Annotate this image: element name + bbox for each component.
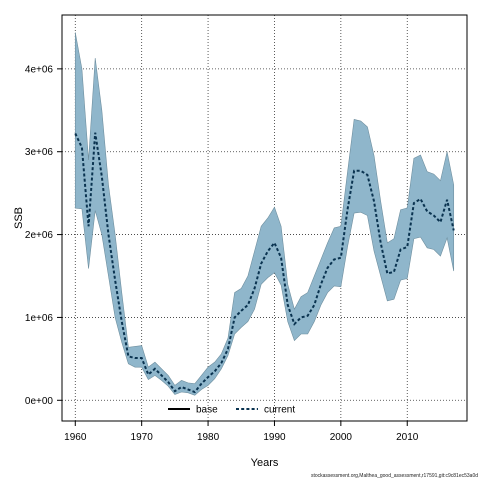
y-tick-label-0e+00: 0e+00 bbox=[25, 396, 54, 407]
legend: base current bbox=[168, 405, 295, 416]
x-tick-label-1970: 1970 bbox=[131, 432, 154, 443]
y-tick-label-2e+06: 2e+06 bbox=[25, 230, 54, 241]
plot-frame bbox=[61, 14, 468, 422]
y-axis-title: SSB bbox=[13, 207, 25, 229]
legend-label-base: base bbox=[196, 405, 218, 416]
x-tick-label-2010: 2010 bbox=[396, 432, 419, 443]
x-tick-label-2000: 2000 bbox=[330, 432, 353, 443]
legend-label-current: current bbox=[264, 405, 295, 416]
y-tick-label-3e+06: 3e+06 bbox=[25, 147, 54, 158]
y-tick-label-4e+06: 4e+06 bbox=[25, 64, 54, 75]
credit-annotation: stockassessment.org,Malthea_good_assessm… bbox=[311, 473, 478, 479]
x-tick-label-1980: 1980 bbox=[197, 432, 220, 443]
y-axis: 0e+00 1e+06 2e+06 3e+06 4e+06 bbox=[25, 64, 62, 407]
y-tick-label-1e+06: 1e+06 bbox=[25, 313, 54, 324]
series-line-current bbox=[74, 132, 455, 394]
x-axis: 1960 1970 1980 1990 2000 2010 bbox=[64, 421, 419, 443]
x-tick-label-1960: 1960 bbox=[64, 432, 87, 443]
confidence-band bbox=[74, 32, 455, 396]
x-tick-label-1990: 1990 bbox=[263, 432, 286, 443]
x-axis-title: Years bbox=[251, 457, 279, 469]
